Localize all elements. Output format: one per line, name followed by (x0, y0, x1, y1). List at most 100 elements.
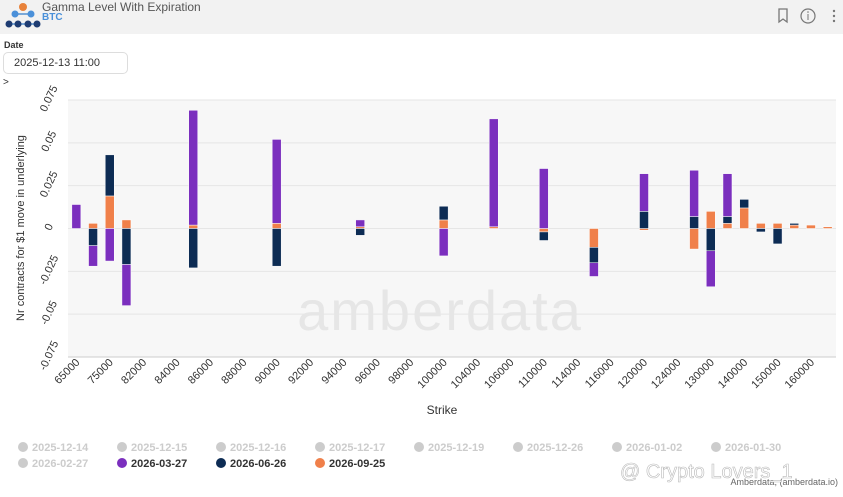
legend-marker (315, 458, 325, 468)
date-input[interactable]: 2025-12-13 11:00 (3, 52, 128, 74)
y-tick-label: -0.025 (37, 253, 61, 286)
x-tick-label: 150000 (749, 357, 783, 391)
x-tick-label: 88000 (219, 357, 249, 387)
x-tick-label: 65000 (52, 357, 82, 387)
bar (706, 211, 716, 229)
toggle[interactable]: > (3, 77, 9, 88)
bar (188, 228, 198, 269)
y-tick-label: 0 (43, 222, 56, 233)
title: Gamma Level With Expiration (42, 0, 201, 14)
bar (355, 228, 365, 236)
bar (88, 223, 98, 229)
x-tick-label: 116000 (583, 357, 617, 391)
bar (355, 219, 365, 228)
x-axis-title: Strike (427, 403, 458, 417)
bar (789, 223, 800, 226)
legend-marker (117, 458, 127, 468)
overlay-watermark: @ Crypto Lovers_1 (620, 461, 793, 483)
x-tick-label: 90000 (253, 357, 283, 387)
bar (689, 169, 699, 217)
legend-label: 2025-12-26 (527, 442, 583, 454)
x-tick-label: 84000 (153, 357, 183, 387)
logo (5, 3, 41, 28)
subtitle: BTC (42, 12, 63, 23)
bar (438, 219, 449, 229)
bar (789, 224, 800, 229)
legend-label: 2026-06-26 (230, 458, 286, 470)
x-tick-label: 160000 (783, 357, 817, 391)
legend-label: 2026-02-27 (32, 458, 88, 470)
legend-marker (513, 442, 523, 452)
bar (104, 154, 115, 197)
legend-marker (612, 442, 622, 452)
bar (706, 228, 716, 252)
bar (706, 250, 716, 288)
x-tick-label: 96000 (353, 357, 383, 387)
x-tick-label: 104000 (449, 357, 483, 391)
watermark: amberdata (297, 279, 583, 342)
bar (104, 228, 115, 262)
bar (722, 223, 733, 229)
y-axis-title: Nr contracts for $1 move in underlying (15, 135, 27, 321)
y-tick-label: -0.075 (37, 339, 61, 372)
x-tick-label: 120000 (616, 357, 650, 391)
header: Gamma Level With Expiration BTC (0, 0, 843, 34)
bar (438, 205, 449, 221)
bar (739, 207, 749, 229)
bar (589, 262, 599, 277)
legend-marker (711, 442, 721, 452)
x-tick-label: 110000 (516, 357, 550, 391)
x-tick-label: 82000 (119, 357, 149, 387)
bar (71, 204, 82, 229)
bar (589, 247, 599, 264)
bar (689, 228, 699, 250)
bar (539, 168, 549, 229)
bar (539, 231, 549, 241)
legend-marker (216, 442, 226, 452)
bar (88, 228, 98, 246)
x-tick-label: 130000 (682, 357, 716, 391)
legend-marker (18, 442, 28, 452)
toolbar[interactable] (773, 6, 843, 26)
bar (689, 216, 699, 229)
x-tick-label: 98000 (386, 357, 416, 387)
bar (121, 264, 132, 306)
y-tick-label: -0.05 (39, 299, 60, 327)
bar (639, 211, 649, 229)
legend-label: 2025-12-19 (428, 442, 484, 454)
bar (756, 228, 766, 233)
bar (772, 228, 783, 245)
bar (639, 228, 649, 231)
x-tick-label: 92000 (286, 357, 316, 387)
legend-label: 2025-12-16 (230, 442, 286, 454)
legend-label: 2025-12-14 (32, 442, 89, 454)
x-tick-label: 114000 (549, 357, 583, 391)
bar (806, 224, 816, 229)
x-tick-label: 75000 (86, 357, 116, 387)
bar (639, 173, 649, 212)
bar (188, 110, 198, 226)
legend-label: 2026-09-25 (329, 458, 385, 470)
date-label: Date (4, 40, 24, 50)
bar (271, 139, 282, 224)
bar (355, 226, 365, 229)
legend-label: 2026-01-30 (725, 442, 781, 454)
y-tick-label: 0.05 (39, 129, 59, 153)
bar (188, 224, 198, 229)
bar (438, 228, 449, 257)
bar (739, 199, 749, 209)
y-tick-label: 0.025 (38, 169, 61, 199)
bar (104, 195, 115, 229)
bar (772, 223, 783, 229)
legend-marker (18, 458, 28, 468)
legend-label: 2025-12-15 (131, 442, 187, 454)
bar (722, 216, 733, 224)
legend-marker (414, 442, 424, 452)
bar (822, 226, 833, 229)
legend-label: 2026-03-27 (131, 458, 187, 470)
x-tick-label: 100000 (415, 357, 449, 391)
bar (271, 223, 282, 229)
bar (271, 228, 282, 267)
bar (756, 223, 766, 229)
